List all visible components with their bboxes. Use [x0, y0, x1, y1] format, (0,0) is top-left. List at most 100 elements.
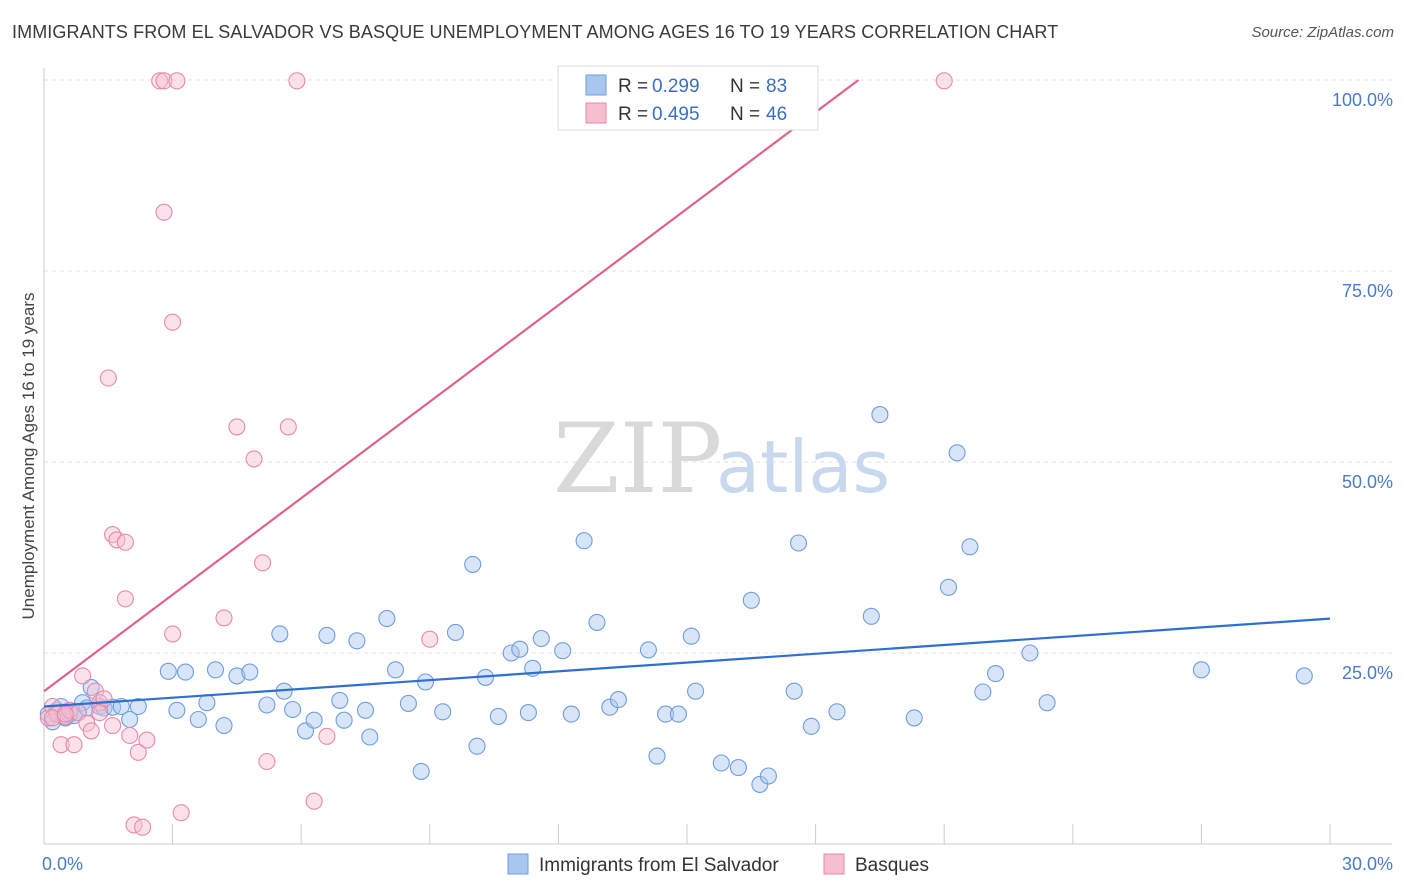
- el-salvador-point: [215, 717, 233, 735]
- basques-point: [91, 704, 109, 722]
- bottom-legend-swatch-blue: [507, 853, 529, 875]
- el-salvador-point: [1038, 694, 1056, 712]
- basques-point: [99, 369, 117, 387]
- el-salvador-point: [378, 610, 396, 628]
- x-tick-label: 30.0%: [1342, 854, 1393, 874]
- chart-title: IMMIGRANTS FROM EL SALVADOR VS BASQUE UN…: [12, 22, 1059, 42]
- basques-point: [151, 72, 169, 90]
- y-tick-label: 100.0%: [1332, 90, 1393, 110]
- legend-n-value-blue: 83: [766, 76, 787, 97]
- el-salvador-point: [588, 613, 606, 631]
- legend-r-label: R =: [618, 104, 648, 125]
- series-legend: Immigrants from El Salvador Basques: [507, 853, 929, 876]
- el-salvador-point: [669, 705, 687, 723]
- el-salvador-point: [759, 767, 777, 785]
- el-salvador-point: [305, 711, 323, 729]
- el-salvador-point: [331, 691, 349, 709]
- el-salvador-point: [489, 707, 507, 725]
- el-salvador-point: [129, 697, 147, 716]
- el-salvador-point: [416, 673, 435, 691]
- el-salvador-point: [532, 629, 550, 648]
- el-salvador-point: [862, 607, 880, 625]
- basques-point: [65, 736, 83, 754]
- basques-point: [172, 804, 190, 822]
- el-salvador-point: [206, 661, 225, 679]
- bottom-legend-swatch-pink: [823, 853, 845, 875]
- basques-point: [104, 717, 122, 735]
- el-salvador-point: [399, 694, 417, 712]
- el-salvador-point: [519, 704, 537, 722]
- y-tick-label: 75.0%: [1342, 281, 1393, 301]
- el-salvador-point: [446, 623, 465, 641]
- el-salvador-point: [189, 710, 207, 729]
- el-salvador-point: [802, 717, 820, 735]
- basques-point: [245, 450, 263, 468]
- basques-point: [116, 533, 134, 551]
- basques-point: [279, 418, 297, 436]
- basques-point: [56, 705, 74, 723]
- el-salvador-point: [554, 642, 572, 660]
- watermark-atlas: atlas: [716, 425, 890, 509]
- basques-point: [134, 818, 152, 836]
- el-salvador-point: [511, 640, 529, 658]
- el-salvador-point: [434, 703, 452, 721]
- x-tick-labels: 0.0% 30.0%: [42, 854, 1393, 874]
- el-salvador-point: [318, 626, 336, 644]
- basques-point: [228, 418, 246, 436]
- el-salvador-point: [386, 661, 405, 679]
- basques-point: [935, 72, 953, 90]
- y-tick-labels: 25.0% 50.0% 75.0% 100.0%: [1332, 90, 1393, 683]
- el-salvador-point: [961, 538, 979, 556]
- basques-point: [74, 667, 92, 685]
- el-salvador-point: [729, 759, 747, 777]
- el-salvador-point: [785, 682, 803, 700]
- el-salvador-point: [742, 591, 760, 609]
- el-salvador-point: [159, 662, 177, 680]
- el-salvador-point: [241, 663, 259, 681]
- el-salvador-point: [271, 625, 289, 643]
- basques-point: [129, 743, 147, 761]
- basques-point: [254, 554, 272, 572]
- basques-point: [164, 313, 182, 331]
- basques-point: [258, 752, 276, 771]
- el-salvador-point: [682, 627, 700, 645]
- basques-point: [155, 72, 173, 90]
- el-salvador-point: [712, 754, 730, 772]
- y-axis-label: Unemployment Among Ages 16 to 19 years: [19, 293, 38, 620]
- basques-point: [164, 625, 182, 643]
- basques-point: [318, 727, 336, 745]
- stats-legend: R = 0.299 N = 83 R = 0.495 N = 46: [557, 65, 819, 131]
- y-tick-label: 50.0%: [1342, 472, 1393, 492]
- basques-point: [215, 609, 233, 627]
- el-salvador-point: [974, 683, 992, 701]
- y-tick-label: 25.0%: [1342, 663, 1393, 683]
- el-salvador-point: [987, 665, 1005, 683]
- basques-point: [116, 590, 134, 608]
- legend-n-label: N =: [730, 104, 760, 125]
- el-salvador-point: [871, 406, 889, 424]
- el-salvador-point: [258, 696, 276, 714]
- el-salvador-point: [198, 694, 216, 712]
- legend-swatch-blue: [585, 74, 607, 96]
- legend-r-value-blue: 0.299: [652, 76, 700, 97]
- bottom-legend-label-blue: Immigrants from El Salvador: [539, 855, 779, 876]
- series-el-salvador-points: [39, 406, 1313, 793]
- el-salvador-point: [948, 444, 966, 462]
- legend-r-value-pink: 0.495: [652, 104, 700, 125]
- source-label: Source: ZipAtlas.com: [1251, 24, 1394, 41]
- el-salvador-point: [562, 705, 580, 723]
- el-salvador-point: [939, 578, 958, 596]
- el-salvador-point: [648, 747, 666, 765]
- basques-point: [288, 72, 306, 90]
- basques-point: [421, 630, 439, 648]
- el-salvador-point: [905, 709, 923, 727]
- legend-n-label: N =: [730, 76, 760, 97]
- basques-point: [168, 72, 186, 90]
- basques-point: [44, 709, 62, 727]
- el-salvador-point: [502, 644, 520, 662]
- legend-r-label: R =: [618, 76, 648, 97]
- basques-point: [121, 726, 139, 745]
- basques-point: [305, 792, 323, 810]
- el-salvador-point: [284, 700, 302, 719]
- basques-point: [82, 722, 100, 740]
